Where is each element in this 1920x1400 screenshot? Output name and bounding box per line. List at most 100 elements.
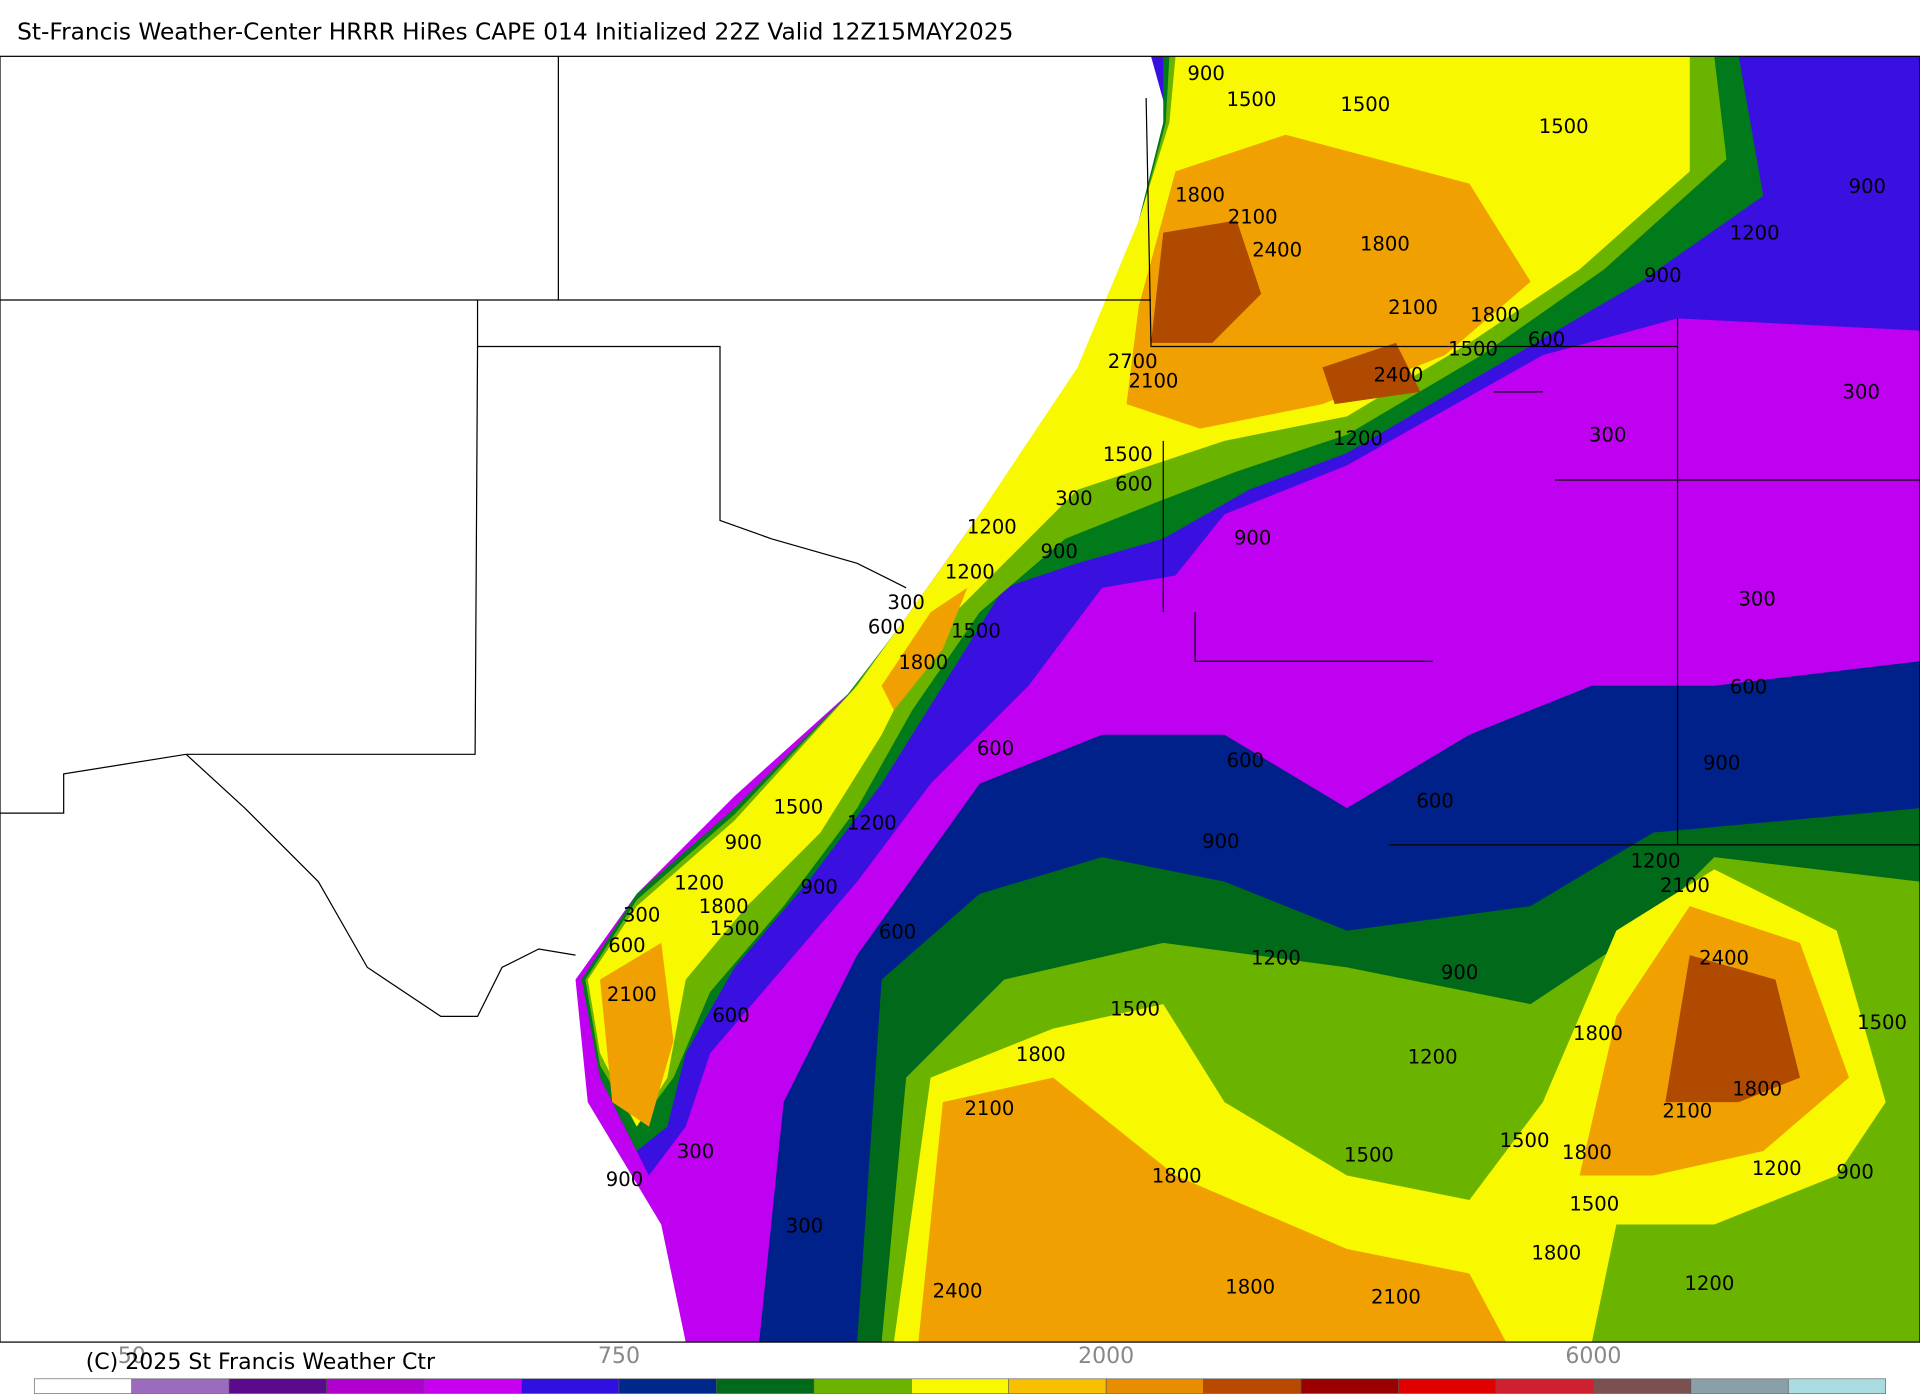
contour-label: 1500 xyxy=(1227,88,1277,111)
contour-label: 1500 xyxy=(1539,115,1589,138)
contour-label: 300 xyxy=(1738,588,1775,611)
contour-label: 1800 xyxy=(1470,303,1520,326)
contour-label: 2400 xyxy=(1699,946,1749,969)
contour-label: 600 xyxy=(1416,790,1453,813)
contour-label: 1800 xyxy=(1175,183,1225,206)
contour-label: 2100 xyxy=(607,983,657,1006)
contour-label: 1200 xyxy=(1333,427,1383,450)
contour-label: 600 xyxy=(1528,328,1565,351)
contour-label: 1500 xyxy=(1569,1192,1619,1215)
contour-label: 900 xyxy=(1441,961,1478,984)
contour-label: 300 xyxy=(1589,423,1626,446)
contour-label: 1800 xyxy=(1732,1077,1782,1100)
cape-band xyxy=(881,587,968,711)
contour-label: 900 xyxy=(725,831,762,854)
contour-label: 1500 xyxy=(1857,1011,1907,1034)
contour-label: 1200 xyxy=(1684,1272,1734,1295)
colorbar-swatch xyxy=(1203,1378,1302,1394)
colorbar-swatch xyxy=(521,1378,620,1394)
contour-label: 1200 xyxy=(1631,850,1681,873)
contour-label: 1200 xyxy=(945,561,995,584)
colorbar-swatch xyxy=(618,1378,717,1394)
contour-label: 300 xyxy=(786,1214,823,1237)
contour-label: 1500 xyxy=(951,619,1001,642)
contour-label: 600 xyxy=(879,921,916,944)
colorbar-swatch xyxy=(910,1378,1010,1394)
contour-label: 2100 xyxy=(1129,370,1179,393)
contour-label: 900 xyxy=(1849,175,1886,198)
contour-label: 1200 xyxy=(847,812,897,835)
contour-label: 1200 xyxy=(1730,221,1780,244)
colorbar-swatch xyxy=(716,1378,815,1394)
colorbar: 50 750 2000 6000 xyxy=(33,1344,1887,1394)
contour-label: 2100 xyxy=(1371,1285,1421,1308)
contour-label: 2100 xyxy=(1388,296,1438,319)
state-border xyxy=(1145,97,1678,348)
contour-label: 300 xyxy=(623,903,660,926)
cape-band xyxy=(1665,955,1800,1103)
colorbar-swatch xyxy=(1300,1378,1399,1394)
contour-label: 1500 xyxy=(773,796,823,819)
contour-label: 900 xyxy=(1040,540,1077,563)
cape-band xyxy=(1151,220,1262,343)
state-border xyxy=(0,346,479,814)
cape-band xyxy=(587,56,1920,1176)
contour-label: 900 xyxy=(1187,62,1224,85)
contour-label: 1500 xyxy=(1500,1129,1550,1152)
colorbar-swatch xyxy=(1495,1378,1594,1394)
colorbar-swatch xyxy=(1105,1378,1204,1394)
colorbar-label: 50 xyxy=(118,1344,146,1369)
colorbar-swatch xyxy=(228,1378,327,1394)
contour-label: 900 xyxy=(1836,1161,1873,1184)
contour-label: 300 xyxy=(1843,381,1880,404)
cape-band xyxy=(1126,134,1531,429)
contour-label: 1800 xyxy=(1225,1276,1275,1299)
contour-label: 1800 xyxy=(1573,1022,1623,1045)
contour-label: 900 xyxy=(1234,526,1271,549)
copyright: (C) 2025 St Francis Weather Ctr xyxy=(86,1350,436,1375)
contour-label: 1200 xyxy=(1408,1045,1458,1068)
borders xyxy=(0,56,1920,1017)
contour-label: 1800 xyxy=(1360,232,1410,255)
contour-label: 900 xyxy=(1703,752,1740,775)
colorbar-swatch xyxy=(131,1378,230,1394)
contour-label: 2700 xyxy=(1108,350,1158,373)
contour-label: 1500 xyxy=(1448,338,1498,361)
contour-label: 1500 xyxy=(1340,93,1390,116)
contour-label: 2100 xyxy=(1662,1099,1712,1122)
cape-band xyxy=(1077,342,1920,760)
contour-label: 1500 xyxy=(1110,998,1160,1021)
contour-label: 2400 xyxy=(1373,363,1423,386)
contour-label: 600 xyxy=(868,616,905,639)
contour-label: 1800 xyxy=(699,895,749,918)
contour-label: 1800 xyxy=(1562,1141,1612,1164)
contour-label: 900 xyxy=(1644,264,1681,287)
contour-label: 2100 xyxy=(1660,874,1710,897)
colorbar-label: 750 xyxy=(598,1344,640,1369)
state-border xyxy=(185,753,576,1017)
title: St-Francis Weather-Center HRRR HiRes CAP… xyxy=(17,19,1013,46)
colorbar-swatch xyxy=(326,1378,425,1394)
contour-label: 2100 xyxy=(1228,205,1278,228)
contour-label: 600 xyxy=(1730,676,1767,699)
colorbar-swatch xyxy=(423,1378,522,1394)
cape-band xyxy=(918,1077,1507,1343)
cape-band xyxy=(600,942,674,1127)
colorbar-swatch xyxy=(1593,1378,1692,1394)
contour-label: 1200 xyxy=(967,515,1017,538)
contour-label: 900 xyxy=(800,875,837,898)
contour-label: 900 xyxy=(1202,830,1239,853)
contour-label: 2100 xyxy=(964,1097,1014,1120)
colorbar-swatch xyxy=(1008,1378,1107,1394)
colorbar-label: 2000 xyxy=(1078,1344,1134,1369)
contour-label: 1800 xyxy=(1152,1164,1202,1187)
contour-label: 1800 xyxy=(898,651,948,674)
colorbar-swatch xyxy=(1690,1378,1789,1394)
contour-label: 1200 xyxy=(674,872,724,895)
colorbar-swatch xyxy=(1787,1378,1887,1394)
contour-label: 1200 xyxy=(1752,1157,1802,1180)
